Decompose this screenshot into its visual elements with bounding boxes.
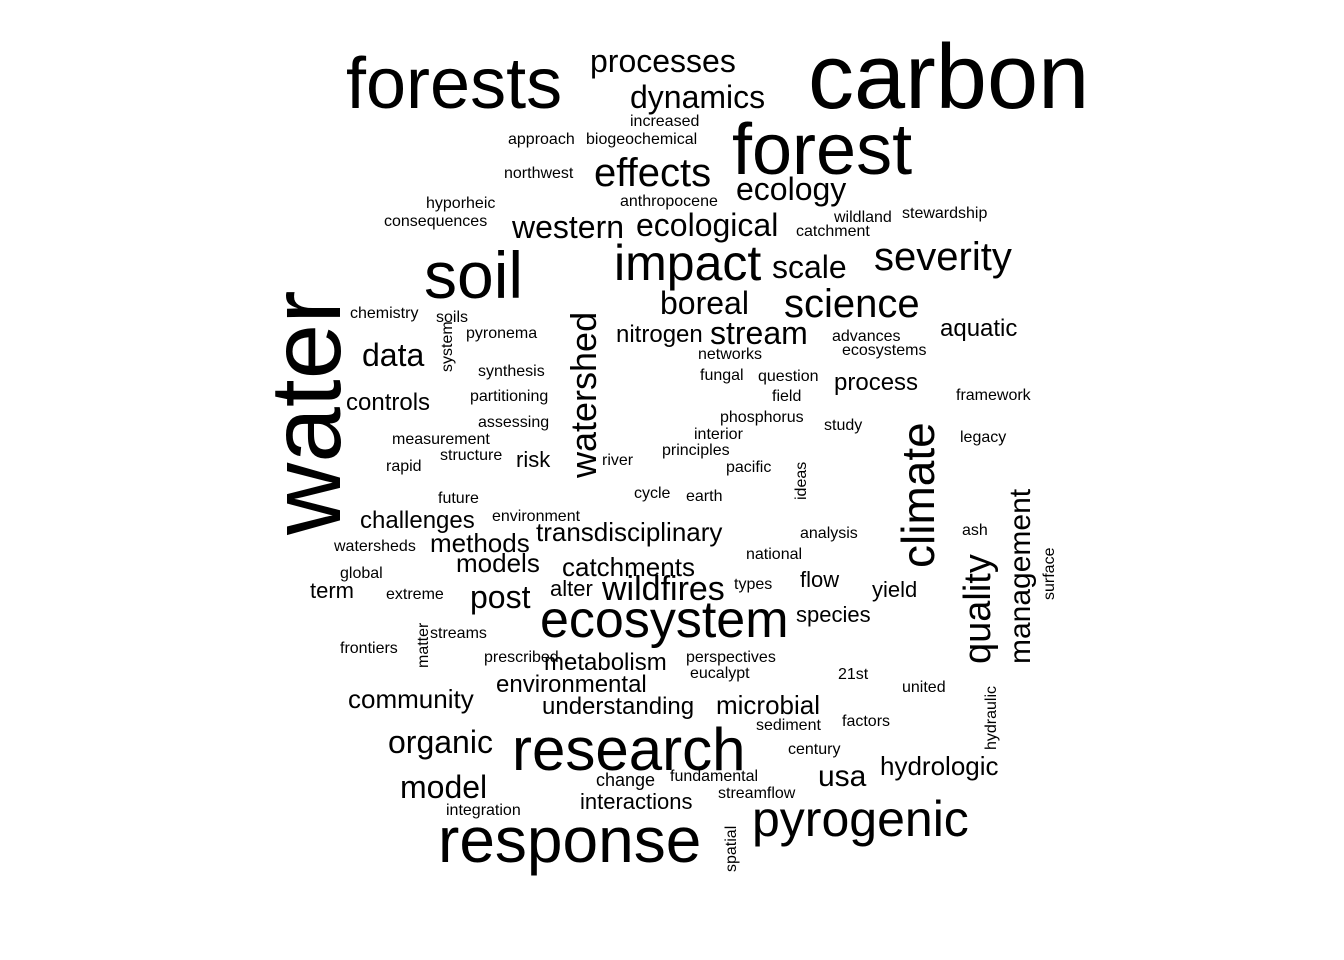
word: ideas xyxy=(793,462,810,500)
word: types xyxy=(734,576,772,593)
word: impact xyxy=(614,235,761,291)
word: interior xyxy=(694,426,744,443)
word: hyporheic xyxy=(426,195,495,212)
word: fundamental xyxy=(670,768,758,785)
word: severity xyxy=(874,235,1012,279)
word: sediment xyxy=(756,717,821,734)
word: century xyxy=(788,741,840,758)
word: risk xyxy=(516,447,551,472)
word: model xyxy=(400,769,487,805)
word: ash xyxy=(962,522,988,539)
word: eucalypt xyxy=(690,665,750,682)
word: rapid xyxy=(386,458,422,475)
word: species xyxy=(796,602,871,627)
word: understanding xyxy=(542,693,694,720)
word: earth xyxy=(686,488,722,505)
word: system xyxy=(439,321,456,372)
word: biogeochemical xyxy=(586,131,697,148)
word: approach xyxy=(508,131,575,148)
word: management xyxy=(1004,488,1037,664)
word: nitrogen xyxy=(616,321,703,348)
word: northwest xyxy=(504,165,574,182)
word: pyronema xyxy=(466,325,537,342)
word: framework xyxy=(956,387,1032,404)
word: spatial xyxy=(723,826,740,872)
word: perspectives xyxy=(686,649,776,666)
word: question xyxy=(758,368,819,385)
word: fungal xyxy=(700,367,744,384)
word: aquatic xyxy=(940,315,1017,342)
word: matter xyxy=(415,622,432,668)
word: ecological xyxy=(636,207,778,243)
word: structure xyxy=(440,447,502,464)
word: quality xyxy=(957,554,999,664)
word: western xyxy=(511,209,624,245)
word: data xyxy=(362,337,424,373)
word: partitioning xyxy=(470,388,548,405)
word: measurement xyxy=(392,431,490,448)
word: environment xyxy=(492,508,581,525)
word: hydraulic xyxy=(983,686,1000,750)
word: soil xyxy=(424,238,523,312)
word: forests xyxy=(346,44,562,124)
word: legacy xyxy=(960,429,1006,446)
word: assessing xyxy=(478,414,549,431)
word: anthropocene xyxy=(620,193,718,210)
word: models xyxy=(456,548,540,578)
word: stewardship xyxy=(902,205,987,222)
word: river xyxy=(602,452,634,469)
word: controls xyxy=(346,389,430,416)
word: study xyxy=(824,417,862,434)
word: challenges xyxy=(360,507,475,534)
word: ecology xyxy=(736,171,846,207)
word: change xyxy=(596,770,655,790)
word: frontiers xyxy=(340,640,398,657)
word: integration xyxy=(446,802,521,819)
word: phosphorus xyxy=(720,409,804,426)
word: flow xyxy=(800,567,839,592)
word: climate xyxy=(892,422,944,568)
word: scale xyxy=(772,249,847,285)
word: cycle xyxy=(634,485,671,502)
word: surface xyxy=(1041,547,1058,600)
word: pacific xyxy=(726,459,771,476)
word: future xyxy=(438,490,479,507)
word: global xyxy=(340,565,383,582)
word: united xyxy=(902,679,946,696)
word: process xyxy=(834,369,918,396)
word: interactions xyxy=(580,789,693,814)
word: organic xyxy=(388,724,493,760)
word: increased xyxy=(630,113,699,130)
word: prescribed xyxy=(484,649,559,666)
word: factors xyxy=(842,713,890,730)
word: national xyxy=(746,546,802,563)
word: watersheds xyxy=(333,538,416,555)
word: consequences xyxy=(384,213,487,230)
word: networks xyxy=(698,346,762,363)
word: synthesis xyxy=(478,363,545,380)
word: catchment xyxy=(796,223,870,240)
word: post xyxy=(470,579,531,615)
word: yield xyxy=(872,577,917,602)
word: community xyxy=(348,684,474,714)
word: usa xyxy=(818,760,867,793)
word: hydrologic xyxy=(880,751,999,781)
word: analysis xyxy=(800,525,858,542)
word: dynamics xyxy=(630,79,765,115)
word: principles xyxy=(662,442,730,459)
word: streams xyxy=(430,625,487,642)
word: processes xyxy=(590,43,736,79)
word: streamflow xyxy=(718,785,796,802)
word: effects xyxy=(594,151,711,195)
word: field xyxy=(772,388,801,405)
word: watershed xyxy=(563,312,604,479)
word: extreme xyxy=(386,586,444,603)
word: ecosystems xyxy=(842,342,926,359)
word: microbial xyxy=(716,690,820,720)
word: chemistry xyxy=(350,305,418,322)
word: 21st xyxy=(838,666,869,683)
word: alter xyxy=(550,576,593,601)
